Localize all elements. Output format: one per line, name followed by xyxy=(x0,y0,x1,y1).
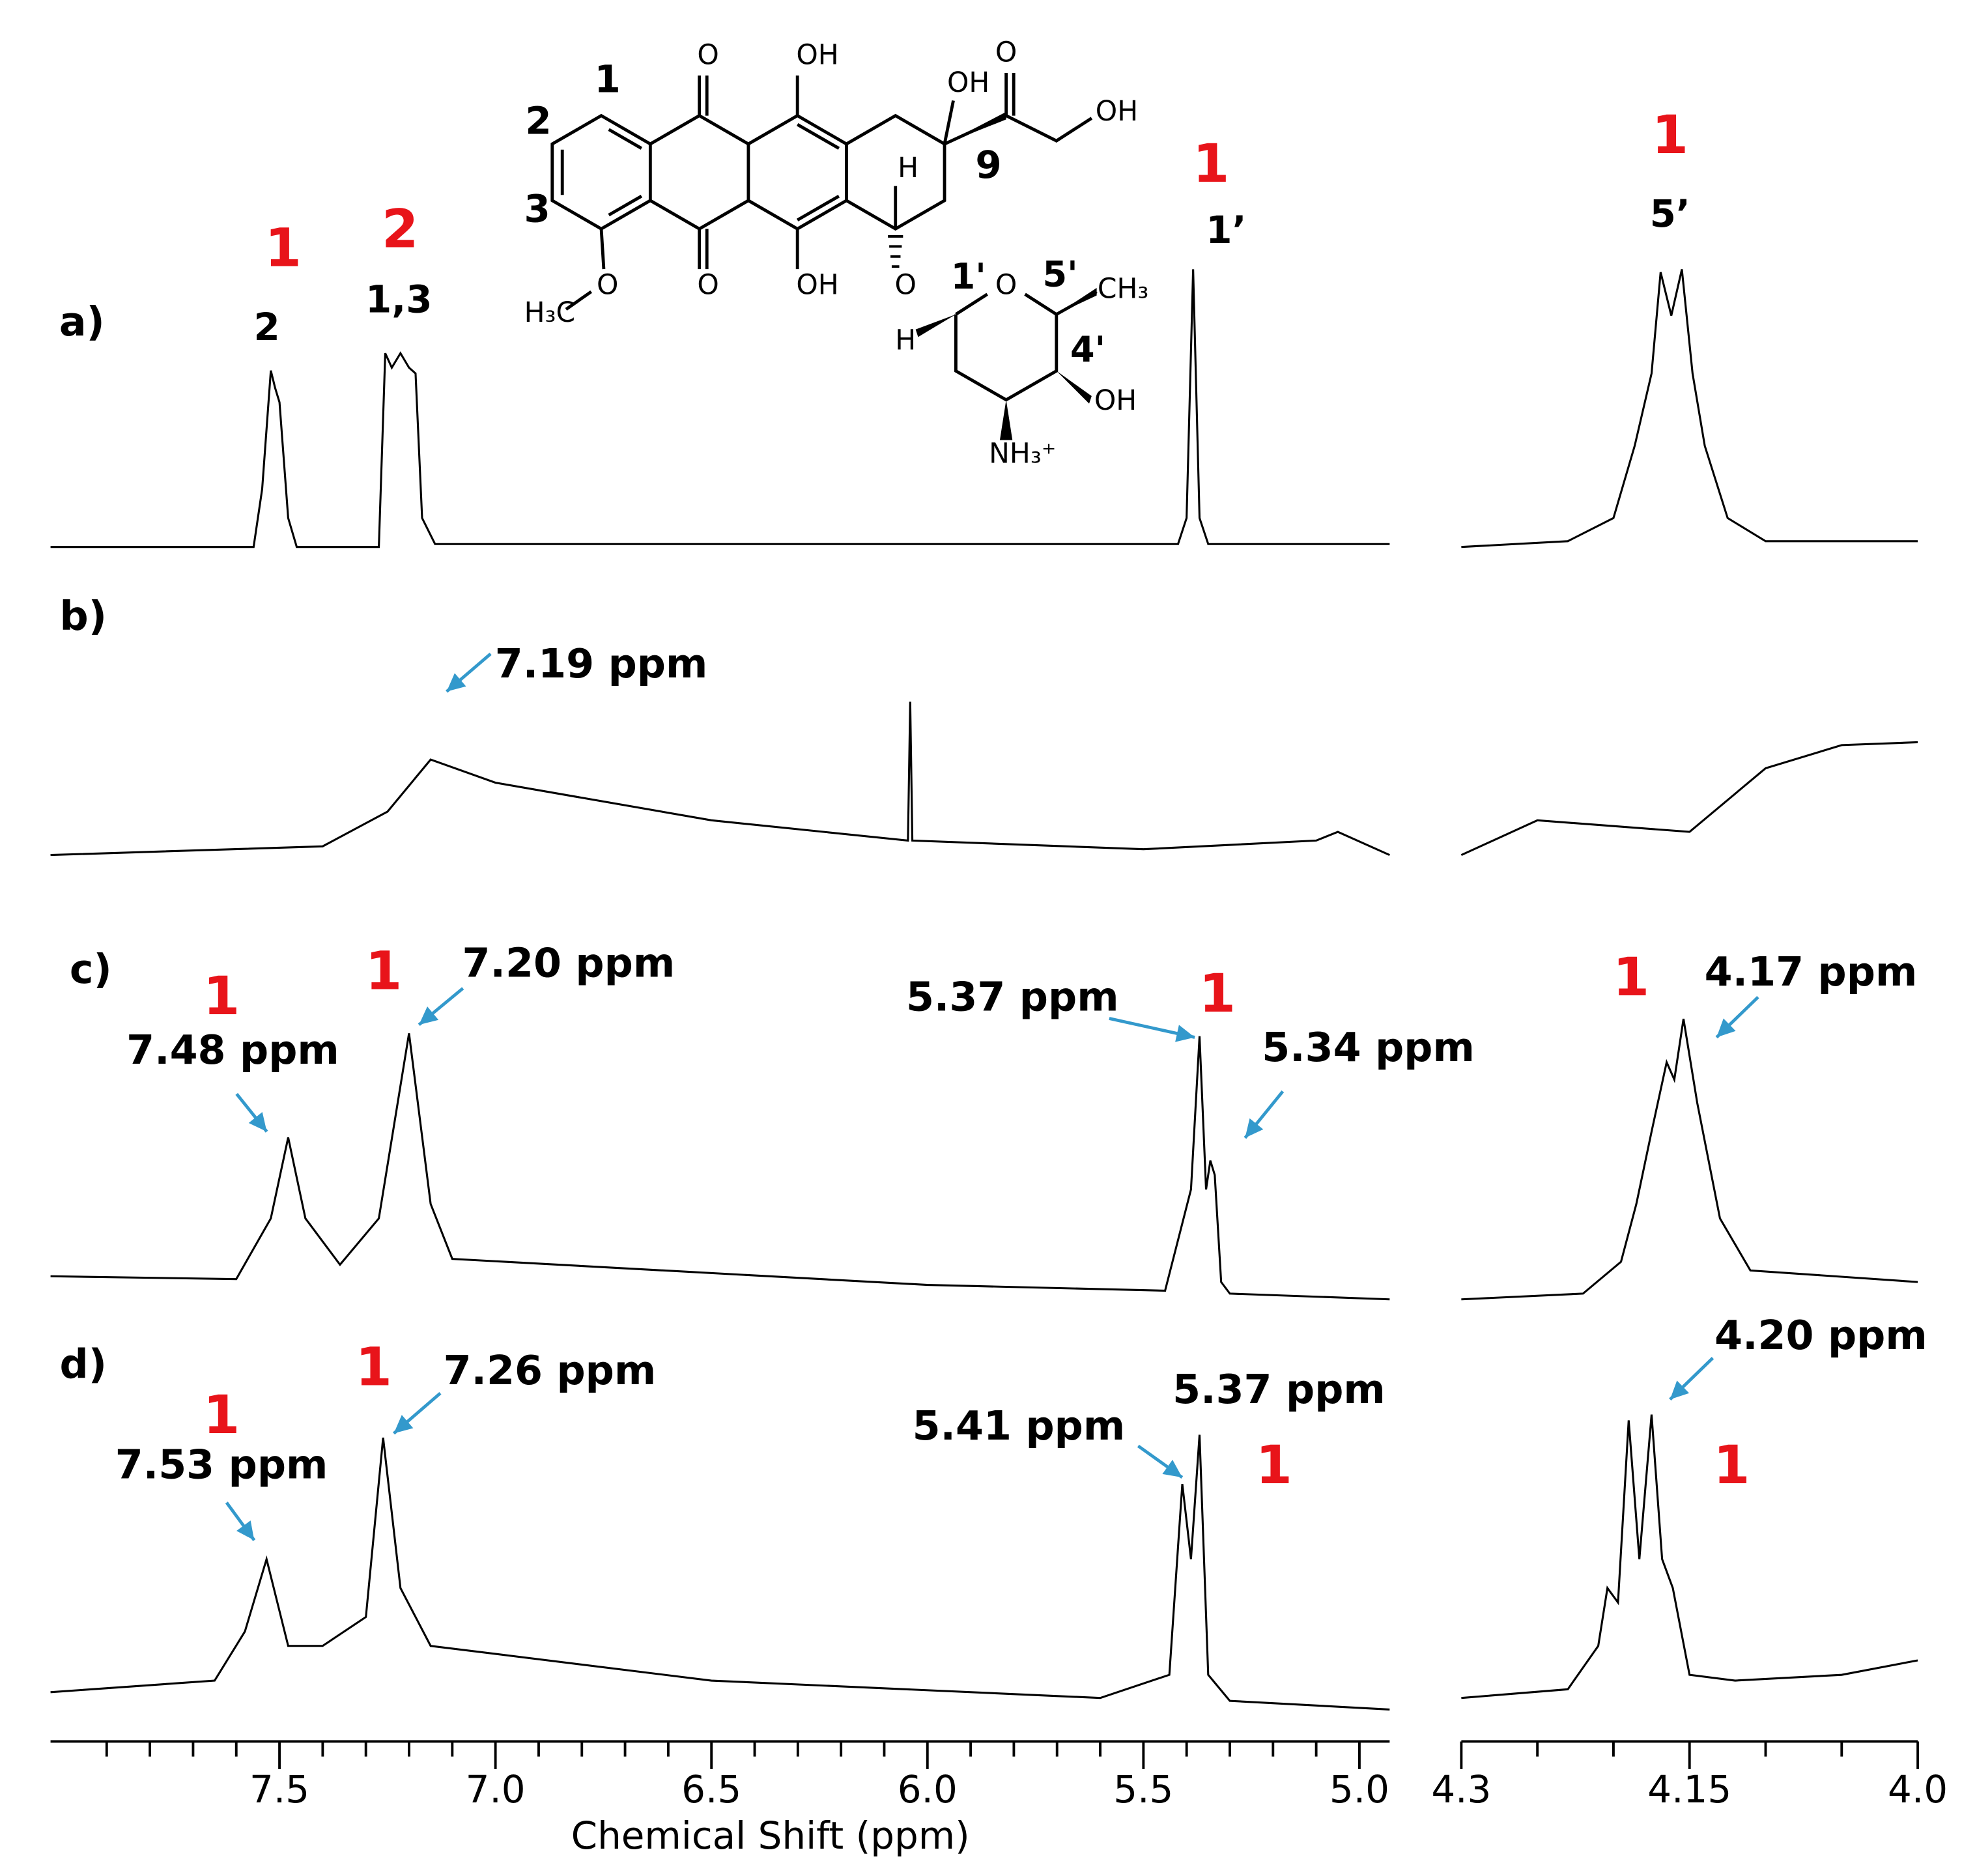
x-tick-label: 7.0 xyxy=(466,1767,526,1812)
structure-label: H₃C xyxy=(524,297,576,329)
annotation: 1 xyxy=(1193,134,1229,195)
spectrum xyxy=(50,702,1390,857)
structure-label: O xyxy=(995,37,1017,69)
arrow-head xyxy=(1175,1025,1195,1042)
structure-label: H xyxy=(895,325,916,357)
annotation: 1 xyxy=(365,941,402,1002)
arrow-head xyxy=(1716,1018,1736,1038)
annotation: 4.17 ppm xyxy=(1705,948,1918,995)
structure-label: 4' xyxy=(1070,329,1105,370)
annotation: 1 xyxy=(203,966,240,1027)
annotation: 2 xyxy=(382,199,418,261)
x-tick-label: 5.5 xyxy=(1113,1767,1173,1812)
structure-label: OH xyxy=(1094,385,1137,417)
arrow-head xyxy=(1245,1118,1264,1138)
x-tick-label: 5.0 xyxy=(1329,1767,1389,1812)
annotation: 5.34 ppm xyxy=(1262,1024,1475,1071)
structure-label: 5' xyxy=(1043,253,1078,294)
spectrum xyxy=(1461,269,1918,548)
arrow-head xyxy=(236,1520,255,1541)
spectrum xyxy=(1461,1018,1918,1301)
x-tick-label: 4.0 xyxy=(1888,1767,1948,1812)
hashed-bond xyxy=(888,234,903,268)
annotation: 1 xyxy=(1613,947,1649,1008)
annotation: 5.41 ppm xyxy=(913,1402,1126,1449)
annotation: 1 xyxy=(355,1337,391,1398)
arrow-head xyxy=(393,1415,414,1434)
panel-label: a) xyxy=(59,298,105,345)
annotation: 5’ xyxy=(1650,192,1690,236)
structure-label: 1' xyxy=(951,256,986,297)
x-axis-label: Chemical Shift (ppm) xyxy=(571,1813,970,1858)
x-tick-label: 7.5 xyxy=(249,1767,309,1812)
structure-label: O xyxy=(894,270,916,302)
x-tick-label: 4.3 xyxy=(1431,1767,1491,1812)
annotation: 5.37 ppm xyxy=(1173,1366,1386,1413)
annotation: 7.19 ppm xyxy=(495,640,708,687)
arrow-head xyxy=(1670,1380,1690,1400)
spectrum xyxy=(50,1033,1390,1301)
structure-label: O xyxy=(597,270,618,302)
x-tick-label: 4.15 xyxy=(1647,1767,1731,1812)
arrow-head xyxy=(1162,1460,1182,1478)
x-tick-label: 6.5 xyxy=(681,1767,741,1812)
structure-label: OH xyxy=(796,39,838,71)
annotation: 7.53 ppm xyxy=(115,1442,328,1488)
structure-label: OH xyxy=(947,67,989,99)
annotation: 1,3 xyxy=(365,277,433,321)
panel-label: d) xyxy=(60,1341,107,1387)
annotation: 4.20 ppm xyxy=(1714,1312,1927,1359)
structure-label: 3 xyxy=(524,186,550,231)
annotation: 1 xyxy=(203,1385,240,1446)
annotation: 1 xyxy=(1256,1435,1292,1496)
annotation: 1’ xyxy=(1206,208,1246,252)
spectrum xyxy=(50,1434,1390,1711)
spectrum xyxy=(1461,1414,1918,1699)
arrow-head xyxy=(419,1006,439,1025)
structure-label: H xyxy=(898,152,918,184)
annotation: 1 xyxy=(1652,105,1688,166)
annotation: 7.20 ppm xyxy=(462,940,675,987)
structure-label: O xyxy=(995,270,1017,302)
arrow-head xyxy=(248,1112,267,1132)
structure-label: 2 xyxy=(525,98,551,143)
panel-label: b) xyxy=(60,593,107,640)
structure-label: O xyxy=(697,39,718,71)
spectrum xyxy=(1460,741,1918,857)
structure-label: NH₃⁺ xyxy=(989,438,1056,470)
arrow-head xyxy=(446,673,466,692)
annotation: 1 xyxy=(1713,1435,1750,1496)
annotation: 7.48 ppm xyxy=(126,1027,339,1073)
spectrum xyxy=(50,269,1390,548)
structure xyxy=(550,72,1098,440)
structure-label: 1 xyxy=(595,57,621,102)
x-tick-label: 6.0 xyxy=(898,1767,958,1812)
annotation: 1 xyxy=(264,218,301,279)
structure-label: O xyxy=(697,270,718,302)
ring-bonds xyxy=(550,72,1098,402)
structure-label: CH₃ xyxy=(1098,273,1149,305)
structure-label: 9 xyxy=(975,143,1001,187)
annotation: 7.26 ppm xyxy=(444,1347,657,1394)
structure-label: OH xyxy=(1096,96,1138,128)
structure-label: OH xyxy=(796,270,838,302)
annotation: 1 xyxy=(1199,963,1236,1025)
panel-label: c) xyxy=(70,946,112,993)
annotation: 5.37 ppm xyxy=(906,974,1119,1021)
annotation: 2 xyxy=(253,305,279,349)
